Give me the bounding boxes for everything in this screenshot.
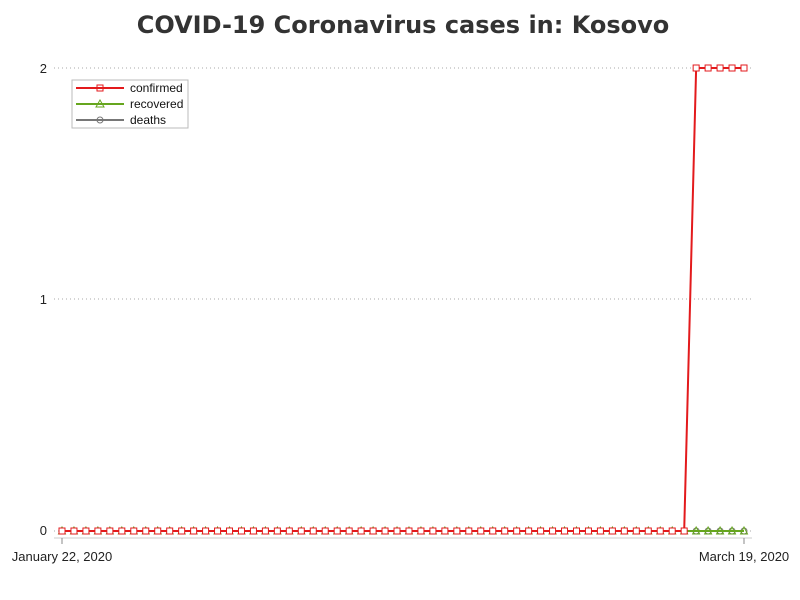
data-point-confirmed-16 (249, 527, 257, 535)
data-point-confirmed-27 (381, 527, 389, 535)
data-point-confirmed-26 (369, 527, 377, 535)
data-point-confirmed-23 (333, 527, 341, 535)
legend-circle-icon (96, 116, 104, 124)
data-point-confirmed-53 (692, 64, 700, 72)
data-point-confirmed-47 (620, 527, 628, 535)
data-point-recovered-56 (727, 525, 737, 535)
data-point-confirmed-0 (58, 527, 66, 535)
data-point-confirmed-49 (644, 527, 652, 535)
data-point-confirmed-3 (94, 527, 102, 535)
legend-square-icon (96, 84, 104, 92)
data-point-confirmed-54 (704, 64, 712, 72)
data-point-confirmed-30 (417, 527, 425, 535)
legend-label-confirmed: confirmed (130, 81, 183, 95)
data-point-confirmed-56 (728, 64, 736, 72)
data-point-recovered-54 (703, 525, 713, 535)
series-confirmed (58, 64, 748, 535)
data-point-confirmed-50 (656, 527, 664, 535)
data-point-confirmed-8 (154, 527, 162, 535)
data-point-confirmed-46 (608, 527, 616, 535)
data-point-confirmed-52 (680, 527, 688, 535)
data-point-confirmed-9 (166, 527, 174, 535)
y-grid (54, 67, 752, 532)
data-point-confirmed-12 (202, 527, 210, 535)
x-tick-label-start: January 22, 2020 (12, 549, 112, 564)
y-tick-label-0: 0 (40, 523, 47, 538)
data-point-confirmed-31 (429, 527, 437, 535)
data-point-confirmed-29 (405, 527, 413, 535)
x-tick-label-end: March 19, 2020 (699, 549, 789, 564)
chart-title: COVID-19 Coronavirus cases in: Kosovo (137, 11, 670, 39)
legend-triangle-icon (95, 98, 105, 108)
data-point-confirmed-40 (537, 527, 545, 535)
data-point-confirmed-10 (178, 527, 186, 535)
data-point-confirmed-37 (501, 527, 509, 535)
data-point-confirmed-57 (740, 64, 748, 72)
series-line-confirmed (62, 67, 744, 532)
data-point-confirmed-28 (393, 527, 401, 535)
data-point-recovered-57 (739, 525, 749, 535)
legend: confirmed recovered deaths (71, 79, 189, 129)
data-point-confirmed-20 (297, 527, 305, 535)
data-point-confirmed-33 (453, 527, 461, 535)
data-point-recovered-55 (715, 525, 725, 535)
data-point-confirmed-5 (118, 527, 126, 535)
data-point-confirmed-51 (668, 527, 676, 535)
data-point-confirmed-25 (357, 527, 365, 535)
data-point-confirmed-41 (549, 527, 557, 535)
data-point-confirmed-18 (273, 527, 281, 535)
y-tick-label-2: 2 (40, 61, 47, 76)
data-point-confirmed-34 (465, 527, 473, 535)
data-point-confirmed-44 (584, 527, 592, 535)
data-point-confirmed-42 (561, 527, 569, 535)
data-point-confirmed-35 (477, 527, 485, 535)
data-point-confirmed-13 (214, 527, 222, 535)
series-layer (57, 64, 749, 535)
data-point-confirmed-48 (632, 527, 640, 535)
data-point-confirmed-24 (345, 527, 353, 535)
data-point-confirmed-21 (309, 527, 317, 535)
data-point-confirmed-45 (596, 527, 604, 535)
data-point-confirmed-15 (237, 527, 245, 535)
data-point-confirmed-2 (82, 527, 90, 535)
y-tick-label-1: 1 (40, 292, 47, 307)
data-point-confirmed-43 (572, 527, 580, 535)
data-point-confirmed-11 (190, 527, 198, 535)
data-point-confirmed-39 (525, 527, 533, 535)
data-point-recovered-53 (691, 525, 701, 535)
data-point-confirmed-22 (321, 527, 329, 535)
y-tick-labels: 2 1 0 (40, 61, 47, 538)
data-point-confirmed-14 (226, 527, 234, 535)
data-point-confirmed-1 (70, 527, 78, 535)
data-point-confirmed-7 (142, 527, 150, 535)
data-point-confirmed-4 (106, 527, 114, 535)
data-point-confirmed-38 (513, 527, 521, 535)
data-point-confirmed-36 (489, 527, 497, 535)
data-point-confirmed-32 (441, 527, 449, 535)
data-point-confirmed-55 (716, 64, 724, 72)
legend-label-recovered: recovered (130, 97, 183, 111)
legend-label-deaths: deaths (130, 113, 166, 127)
data-point-confirmed-19 (285, 527, 293, 535)
data-point-confirmed-17 (261, 527, 269, 535)
data-point-confirmed-6 (130, 527, 138, 535)
